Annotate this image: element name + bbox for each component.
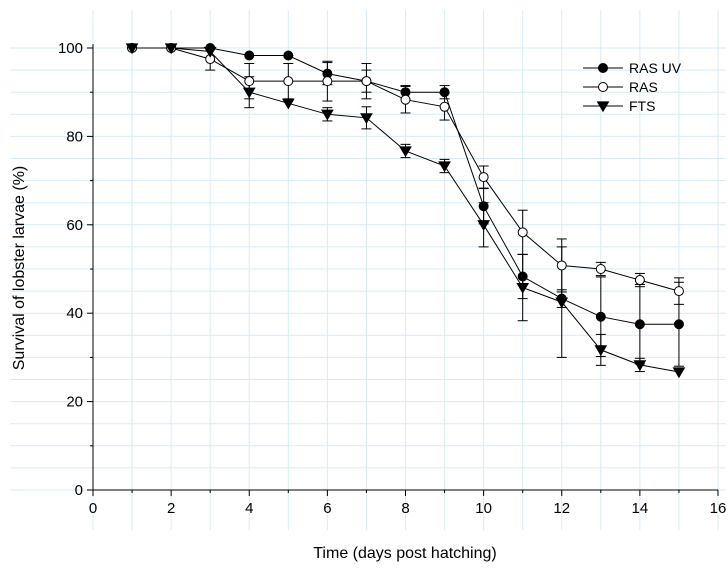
data-point-fts bbox=[164, 43, 178, 55]
data-point-fts bbox=[594, 345, 608, 357]
grid bbox=[10, 10, 726, 530]
x-tick-label: 0 bbox=[89, 500, 97, 517]
y-tick-label: 60 bbox=[66, 217, 83, 234]
data-point-ras bbox=[595, 264, 606, 274]
data-point-fts bbox=[125, 43, 139, 55]
data-point-ras bbox=[361, 76, 372, 87]
data-point-fts bbox=[203, 46, 217, 58]
data-point-fts bbox=[555, 297, 569, 309]
data-point-ras-uv bbox=[595, 311, 606, 322]
legend-marker-fts bbox=[596, 101, 610, 113]
data-point-fts bbox=[516, 282, 530, 294]
axes: 0 2 4 6 8 10 12 14 16 0 20 40 60 80 100 bbox=[58, 40, 726, 517]
data-point-ras bbox=[400, 94, 411, 105]
data-point-ras bbox=[517, 227, 528, 238]
legend-label-fts: FTS bbox=[629, 98, 655, 114]
x-tick-label: 2 bbox=[167, 500, 175, 517]
data-point-fts bbox=[438, 161, 451, 173]
data-point-ras-uv bbox=[478, 201, 489, 212]
data-point-ras bbox=[556, 260, 567, 271]
data-point-ras-uv bbox=[244, 50, 255, 61]
x-tick-label: 8 bbox=[401, 500, 409, 517]
data-point-ras bbox=[244, 76, 255, 87]
y-tick-label: 80 bbox=[66, 128, 83, 145]
data-point-ras bbox=[283, 76, 294, 87]
y-axis-title: Survival of lobster larvae (%) bbox=[11, 166, 28, 371]
x-tick-label: 6 bbox=[323, 500, 331, 517]
legend-label-ras-uv: RAS UV bbox=[629, 60, 682, 76]
data-point-fts bbox=[477, 220, 490, 232]
y-tick-label: 0 bbox=[75, 482, 83, 499]
x-tick-label: 10 bbox=[475, 500, 492, 517]
data-point-fts bbox=[321, 109, 334, 121]
x-axis-title: Time (days post hatching) bbox=[313, 545, 496, 562]
data-point-ras-uv bbox=[634, 319, 645, 330]
x-tick-label: 4 bbox=[245, 500, 253, 517]
y-tick-label: 20 bbox=[66, 394, 83, 411]
data-point-ras-uv bbox=[439, 87, 450, 98]
x-tick-label: 14 bbox=[632, 500, 649, 517]
data-point-ras-uv bbox=[283, 50, 294, 61]
data-point-fts bbox=[633, 360, 647, 372]
data-point-fts bbox=[672, 367, 686, 379]
data-point-ras bbox=[634, 275, 645, 286]
data-point-ras-uv bbox=[517, 271, 528, 282]
data-point-fts bbox=[399, 146, 412, 158]
legend-marker-ras bbox=[598, 82, 608, 92]
series-markers bbox=[125, 43, 686, 379]
data-point-fts bbox=[242, 87, 256, 99]
legend-label-ras: RAS bbox=[629, 79, 658, 95]
y-tick-label: 100 bbox=[58, 40, 83, 57]
data-point-fts bbox=[360, 113, 373, 125]
data-point-fts bbox=[281, 98, 295, 110]
legend-marker-ras-uv bbox=[598, 63, 608, 73]
data-point-ras bbox=[673, 286, 684, 297]
y-tick-label: 40 bbox=[66, 305, 83, 322]
x-tick-label: 12 bbox=[553, 500, 570, 517]
data-point-ras bbox=[439, 101, 450, 112]
data-point-ras bbox=[322, 76, 333, 87]
x-tick-label: 16 bbox=[710, 500, 727, 517]
data-point-ras bbox=[478, 172, 489, 183]
legend: RAS UV RAS FTS bbox=[583, 60, 682, 114]
data-point-ras-uv bbox=[673, 319, 684, 330]
